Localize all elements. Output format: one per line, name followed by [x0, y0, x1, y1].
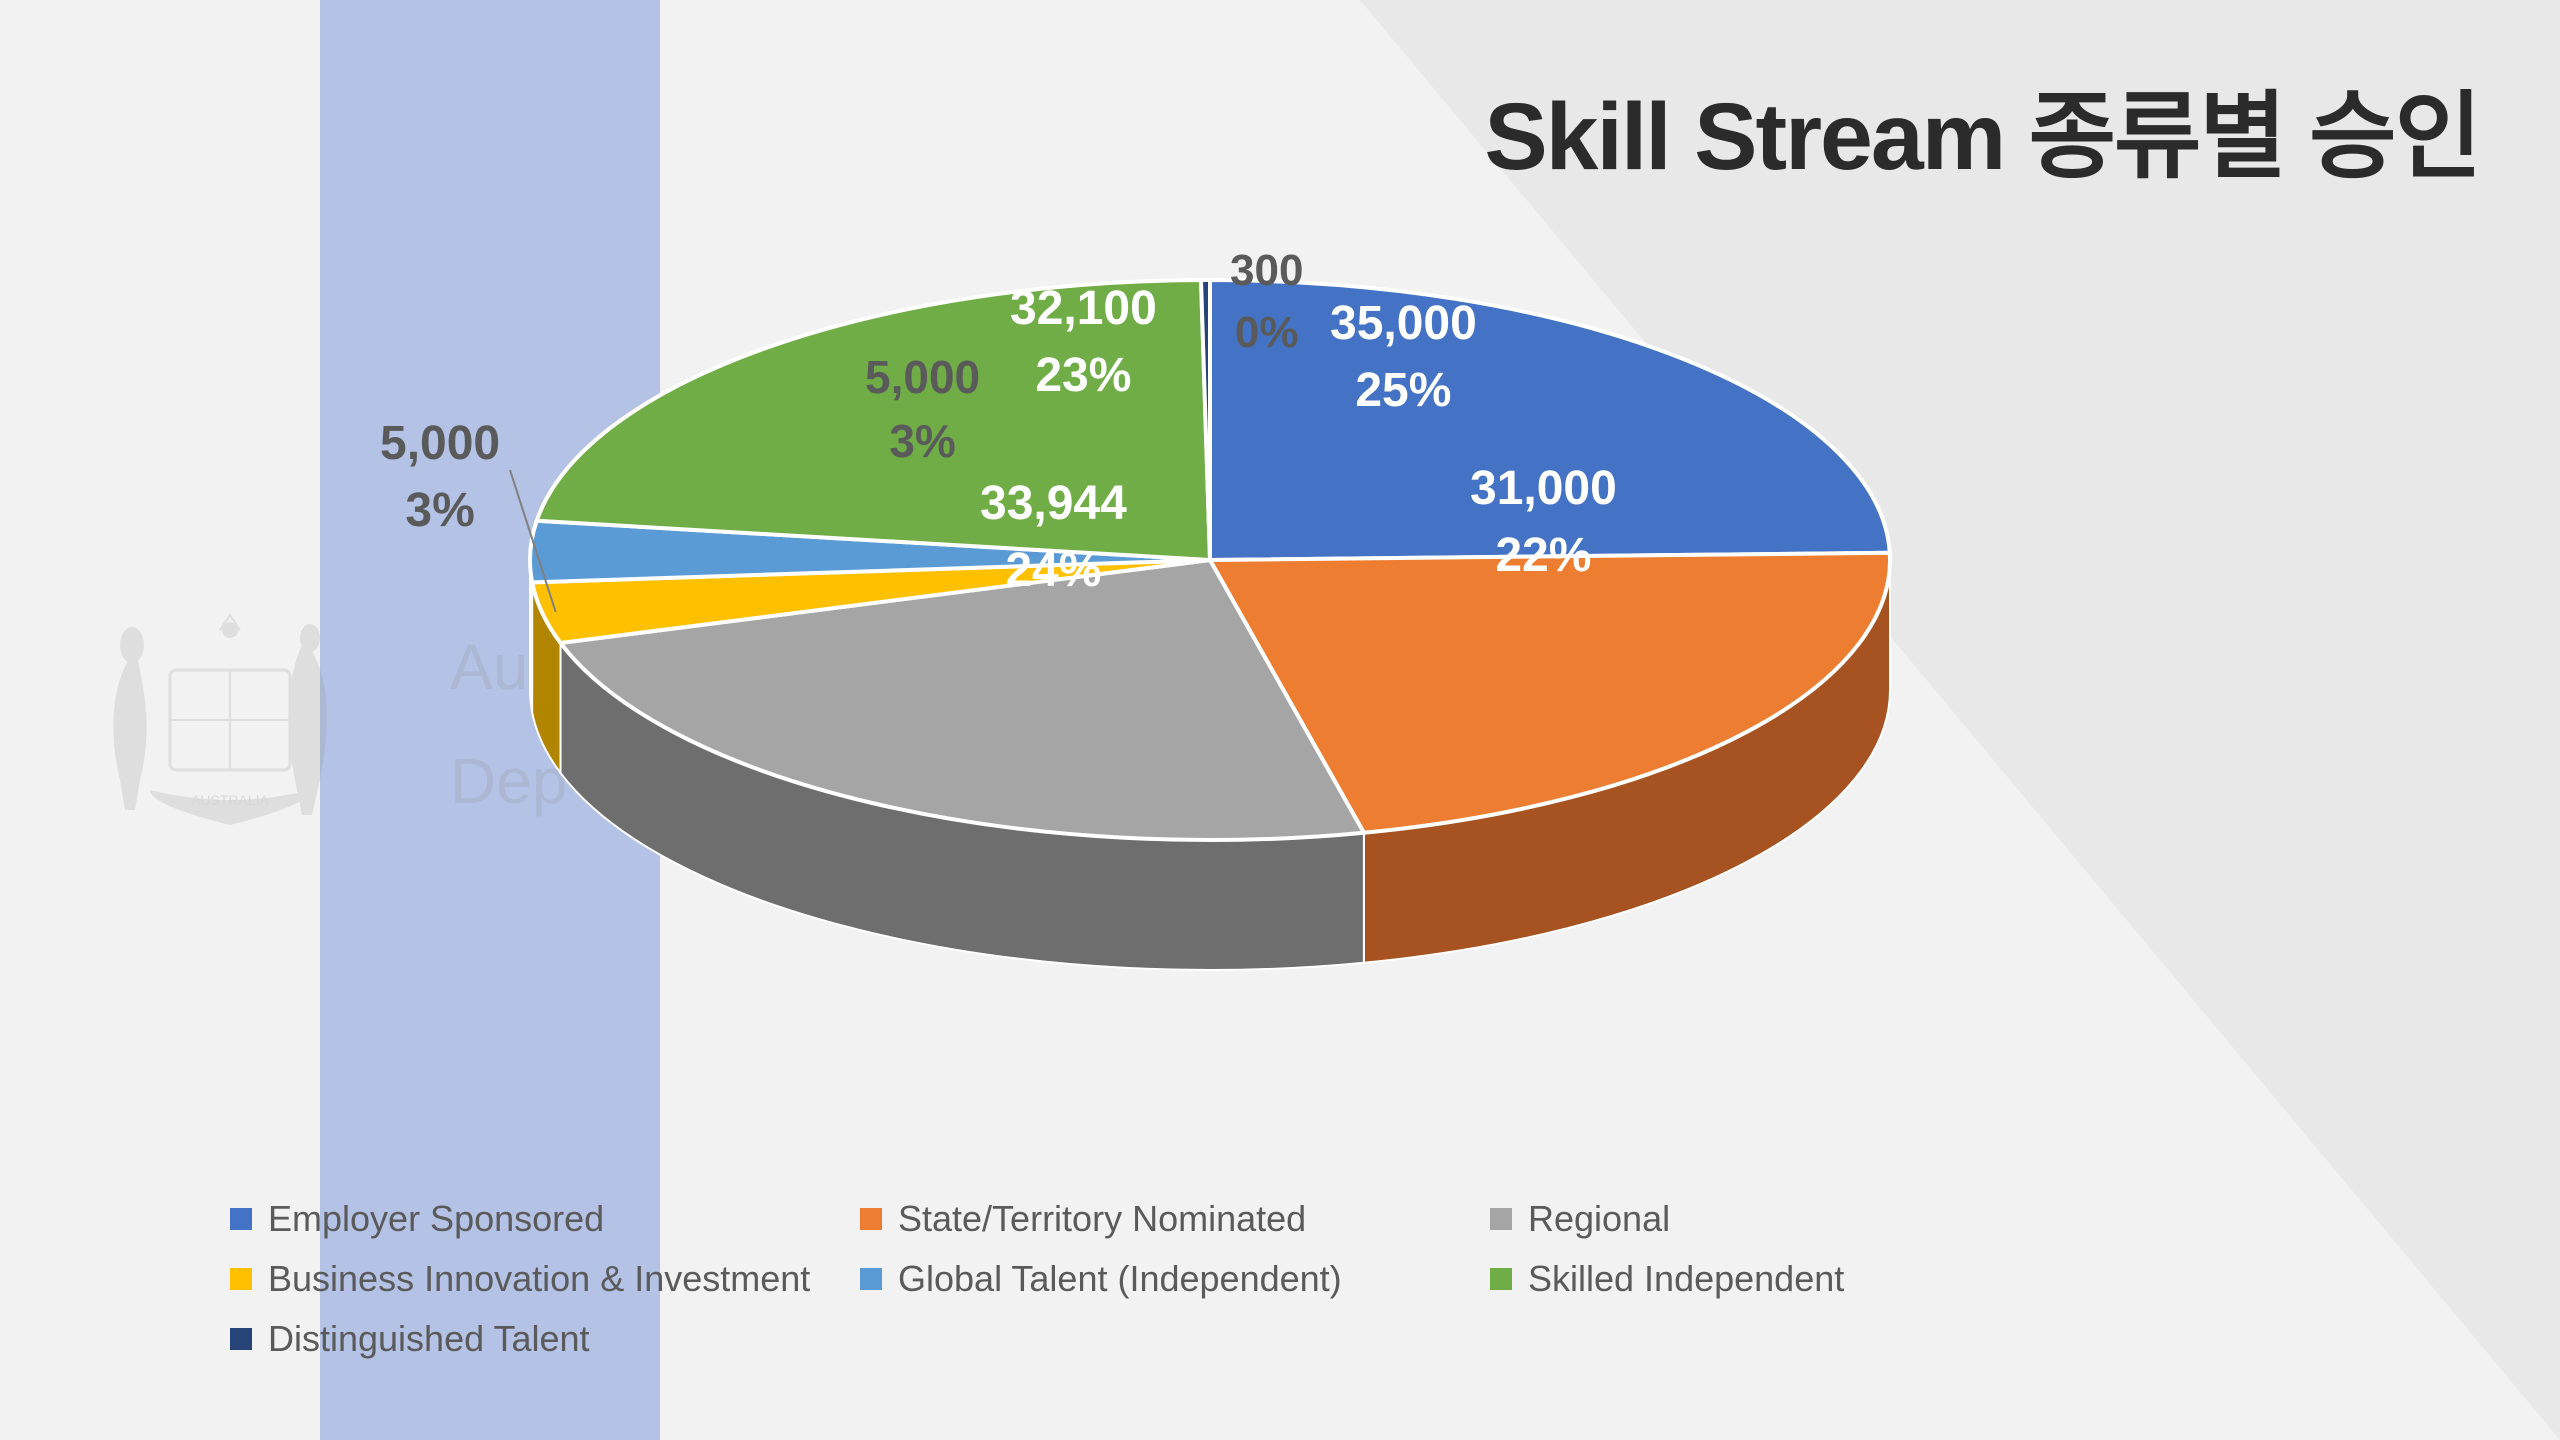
- label-business: 5,000 3%: [380, 410, 500, 544]
- legend-swatch: [230, 1208, 252, 1230]
- chart-legend: Employer Sponsored State/Territory Nomina…: [230, 1198, 2130, 1360]
- legend-item: Business Innovation & Investment: [230, 1258, 860, 1300]
- legend-item: Global Talent (Independent): [860, 1258, 1490, 1300]
- legend-item: Distinguished Talent: [230, 1318, 860, 1360]
- chart-title: Skill Stream 종류별 승인: [1484, 60, 2480, 197]
- label-skilled: 32,100 23%: [1010, 275, 1157, 409]
- legend-item: Regional: [1490, 1198, 2120, 1240]
- legend-swatch: [230, 1268, 252, 1290]
- pie-chart: 35,000 25% 31,000 22% 33,944 24% 5,000 3…: [360, 240, 2060, 1140]
- label-employer: 35,000 25%: [1330, 290, 1477, 424]
- label-distinguished: 300 0%: [1230, 240, 1303, 363]
- legend-swatch: [1490, 1208, 1512, 1230]
- legend-item: Employer Sponsored: [230, 1198, 860, 1240]
- legend-swatch: [860, 1208, 882, 1230]
- legend-label: State/Territory Nominated: [898, 1198, 1306, 1240]
- legend-label: Regional: [1528, 1198, 1670, 1240]
- label-global: 5,000 3%: [865, 345, 980, 474]
- legend-label: Business Innovation & Investment: [268, 1258, 810, 1300]
- legend-label: Employer Sponsored: [268, 1198, 604, 1240]
- legend-item: State/Territory Nominated: [860, 1198, 1490, 1240]
- legend-swatch: [860, 1268, 882, 1290]
- svg-text:AUSTRALIA: AUSTRALIA: [191, 792, 269, 808]
- legend-label: Distinguished Talent: [268, 1318, 590, 1360]
- legend-label: Global Talent (Independent): [898, 1258, 1342, 1300]
- legend-label: Skilled Independent: [1528, 1258, 1844, 1300]
- legend-swatch: [230, 1328, 252, 1350]
- label-regional: 33,944 24%: [980, 470, 1127, 604]
- legend-swatch: [1490, 1268, 1512, 1290]
- legend-item: Skilled Independent: [1490, 1258, 2120, 1300]
- label-state: 31,000 22%: [1470, 455, 1617, 589]
